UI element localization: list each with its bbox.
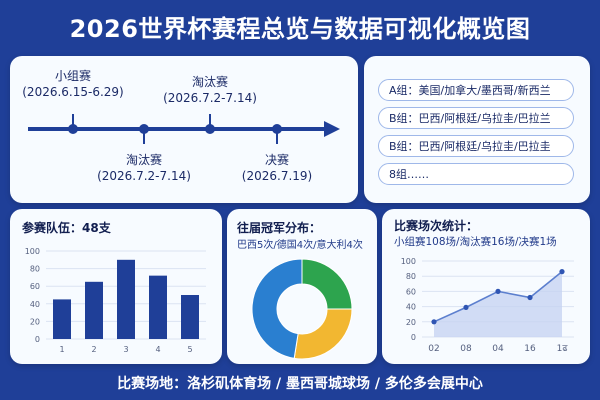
area-y-tick: 80 <box>406 272 416 281</box>
area-x-tick: 08 <box>460 344 472 354</box>
timeline-event-group-stage: 小组赛 (2026.6.15-6.29) <box>3 68 143 100</box>
bar-x-tick: 3 <box>123 345 128 354</box>
area-y-tick: 40 <box>406 303 416 312</box>
timeline-event-knockout-2: 淘汰赛 (2026.7.2-7.14) <box>140 74 280 106</box>
teams-panel: 参赛队伍：48支 0 20 40 60 80 100 1 2 3 4 5 <box>10 209 222 364</box>
stats-panel: 比赛场次统计： 小组赛108场/淘汰赛16场/决赛1场 0 20 40 60 80 100… <box>382 209 590 364</box>
stats-subtitle: 小组赛108场/淘汰赛16场/决赛1场 <box>394 236 557 248</box>
group-item[interactable]: B组：巴西/阿根廷/乌拉圭/巴拉圭 <box>378 135 574 157</box>
bar-y-tick: 20 <box>30 317 40 326</box>
event-name: 小组赛 <box>54 69 91 83</box>
event-name: 决赛 <box>264 153 289 167</box>
area-point <box>463 304 469 310</box>
event-name: 淘汰赛 <box>125 153 162 167</box>
bar-y-tick: 40 <box>30 300 40 309</box>
champions-panel: 往届冠军分布： 巴西5次/德国4次/意大利4次 <box>227 209 377 364</box>
timeline-marker-knockout-2 <box>205 124 215 134</box>
venues-footer: 比赛场地：洛杉矶体育场 / 墨西哥城球场 / 多伦多会展中心 <box>117 376 483 392</box>
area-x-tick: 1ढ <box>557 344 569 354</box>
timeline-panel: 小组赛 (2026.6.15-6.29) 淘汰赛 (2026.7.2-7.14)… <box>10 56 358 203</box>
bar-y-tick: 60 <box>30 282 40 291</box>
area-y-tick: 60 <box>406 287 416 296</box>
timeline-event-knockout-1: 淘汰赛 (2026.7.2-7.14) <box>74 152 214 184</box>
champions-title: 往届冠军分布： <box>237 221 322 235</box>
group-item[interactable]: A组：美国/加拿大/墨西哥/新西兰 <box>378 79 574 101</box>
bar-x-tick: 1 <box>59 345 64 354</box>
donut-slice-巴西 <box>251 258 303 359</box>
bar-x-tick: 4 <box>155 345 160 354</box>
bar-chart: 0 20 40 60 80 100 1 2 3 4 5 <box>25 247 206 354</box>
timeline-marker-knockout-1 <box>139 124 149 134</box>
event-date: (2026.7.2-7.14) <box>163 91 257 105</box>
bar-y-tick: 100 <box>25 247 40 256</box>
timeline-marker-final <box>272 124 282 134</box>
groups-panel: A组：美国/加拿大/墨西哥/新西兰 B组：巴西/阿根廷/乌拉圭/巴拉兰 B组：巴… <box>364 56 590 203</box>
stats-title: 比赛场次统计： <box>394 219 479 233</box>
area-point <box>495 288 501 294</box>
timeline-svg <box>28 114 340 144</box>
donut-slice-德国 <box>301 258 353 310</box>
teams-title: 参赛队伍：48支 <box>22 221 111 235</box>
area-point <box>527 294 533 301</box>
group-item[interactable]: 8组…… <box>378 163 574 185</box>
area-x-tick: 16 <box>524 344 536 354</box>
bar <box>149 275 167 339</box>
event-date: (2026.7.19) <box>241 169 313 183</box>
event-date: (2026.7.2-7.14) <box>97 169 191 183</box>
bar <box>85 281 103 339</box>
bar-y-tick: 0 <box>35 335 40 344</box>
area-y-tick: 100 <box>401 257 416 266</box>
area-x-tick: 02 <box>428 344 439 354</box>
group-item[interactable]: B组：巴西/阿根廷/乌拉圭/巴拉兰 <box>378 107 574 129</box>
bar <box>117 259 135 339</box>
area-chart: 0 20 40 60 80 100 02 08 04 16 1ढ <box>401 257 574 354</box>
area-point <box>559 269 565 275</box>
event-name: 淘汰赛 <box>191 75 228 89</box>
donut-slice-意大利 <box>293 308 353 360</box>
area-y-tick: 0 <box>411 333 416 342</box>
donut-chart <box>251 258 353 360</box>
area-x-tick: 04 <box>492 344 504 354</box>
area-y-tick: 20 <box>406 318 416 327</box>
event-date: (2026.6.15-6.29) <box>22 85 124 99</box>
timeline-arrowhead <box>324 121 340 137</box>
page-title: 2026世界杯赛程总览与数据可视化概览图 <box>69 14 531 43</box>
bar-y-tick: 80 <box>30 265 40 274</box>
bar <box>181 295 199 339</box>
bar-x-tick: 5 <box>187 345 192 354</box>
timeline-marker-group-stage <box>68 124 78 134</box>
bar-x-tick: 2 <box>91 345 96 354</box>
champions-subtitle: 巴西5次/德国4次/意大利4次 <box>237 240 363 251</box>
area-point <box>431 319 437 325</box>
area-fill <box>434 271 562 337</box>
bar <box>53 299 71 339</box>
timeline-event-final: 决赛 (2026.7.19) <box>207 152 347 184</box>
